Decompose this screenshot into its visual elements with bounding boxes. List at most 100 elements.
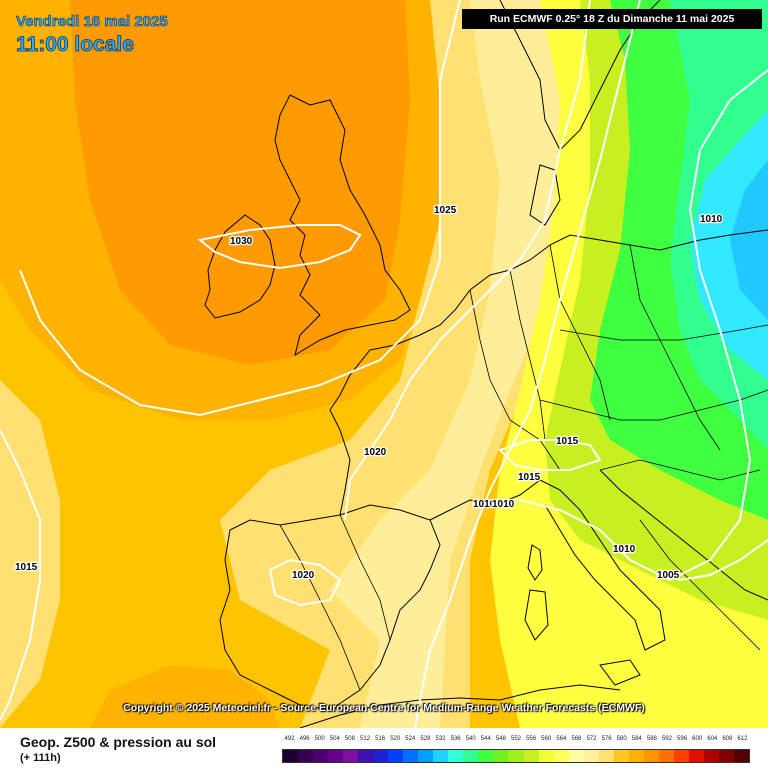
legend-swatch <box>628 750 644 762</box>
coast-north-africa <box>299 684 621 728</box>
legend-label: 612 <box>737 736 748 742</box>
legend-swatch <box>403 750 419 762</box>
coast-great-britain <box>274 94 411 357</box>
isobar-1030 <box>197 224 362 270</box>
isobar-label-adriatic: 1010 <box>613 544 636 555</box>
legend-label: 532 <box>435 736 446 742</box>
isobars <box>0 0 768 728</box>
isobar-1005 <box>659 539 768 582</box>
border-3 <box>549 244 611 421</box>
legend-label: 552 <box>510 736 522 742</box>
isobar-label-ireland: 1030 <box>230 236 253 247</box>
legend-label: 516 <box>375 736 386 742</box>
coastlines <box>204 0 768 728</box>
field-high-core <box>70 0 410 365</box>
border-6 <box>559 324 768 341</box>
legend-label: 536 <box>450 736 461 742</box>
legend-label: 544 <box>480 736 491 742</box>
legend-swatch <box>343 750 359 762</box>
legend-label: 524 <box>405 736 416 742</box>
forecast-date: Vendredi 16 mai 2025 <box>16 13 168 31</box>
color-legend: 492 496 500 504 508 512 516 520 524 528 532 536 540 5… <box>282 736 750 764</box>
isobar-1020-spain <box>268 558 342 607</box>
legend-label: 576 <box>601 736 612 742</box>
border-7 <box>599 459 761 481</box>
legend-swatch <box>538 750 554 762</box>
legend-label: 568 <box>571 736 582 742</box>
legend-swatch <box>298 750 314 762</box>
legend-label: 564 <box>556 736 567 742</box>
product-title: Geop. Z500 & pression au sol <box>20 734 217 750</box>
weather-map: 1030 1025 1010 1020 1015 1020 1015 1015 … <box>0 0 768 728</box>
coast-italy <box>539 479 666 651</box>
legend-swatch <box>643 750 659 762</box>
legend-swatch <box>568 750 584 762</box>
coast-scandinavia <box>499 0 661 151</box>
legend-label: 504 <box>329 736 340 742</box>
coast-sardinia <box>524 589 549 641</box>
legend-swatch <box>553 750 569 762</box>
legend-label: 512 <box>360 736 371 742</box>
legend-label: 608 <box>722 736 733 742</box>
copyright-notice: Copyright © 2025 Meteociel.fr - Source E… <box>123 702 645 714</box>
border-10 <box>639 519 761 651</box>
legend-swatch <box>733 750 749 762</box>
legend-swatch <box>418 750 434 762</box>
legend-label: 560 <box>541 736 552 742</box>
legend-label: 508 <box>344 736 355 742</box>
legend-swatch <box>433 750 449 762</box>
isobar-label-gulf-of-lion: 1010 <box>473 499 496 510</box>
isobar-1020 <box>344 0 591 521</box>
legend-color-bar <box>282 749 750 763</box>
border-1 <box>469 289 561 471</box>
isobar-label-biscay: 1020 <box>364 447 387 458</box>
isobar-label-gulf-of-lion-b: 1010 <box>492 499 515 510</box>
legend-label: 540 <box>465 736 476 742</box>
legend-label: 588 <box>646 736 657 742</box>
legend-swatch <box>583 750 599 762</box>
legend-label: 604 <box>707 736 718 742</box>
border-4 <box>629 244 721 451</box>
legend-swatch <box>448 750 464 762</box>
legend-swatch <box>358 750 374 762</box>
field-west-pale <box>0 380 60 728</box>
coast-sicily <box>599 659 641 686</box>
legend-label: 556 <box>526 736 537 742</box>
forecast-local-time: 11:00 locale <box>16 33 135 57</box>
legend-label: 520 <box>390 736 401 742</box>
legend-swatch <box>658 750 674 762</box>
legend-label: 580 <box>616 736 627 742</box>
legend-swatch <box>283 750 299 762</box>
isobar-label-alps: 1015 <box>556 436 579 447</box>
legend-swatch <box>478 750 494 762</box>
legend-swatch <box>493 750 509 762</box>
legend-label: 548 <box>495 736 506 742</box>
legend-swatch <box>373 750 389 762</box>
isobar-label-balkans: 1005 <box>657 570 680 581</box>
lead-time: (+ 111h) <box>20 752 61 764</box>
legend-label: 500 <box>314 736 325 742</box>
legend-swatch <box>673 750 689 762</box>
legend-label: 584 <box>631 736 642 742</box>
isobar-label-atlantic-west: 1015 <box>15 562 38 573</box>
legend-swatch <box>718 750 734 762</box>
border-2 <box>509 269 546 441</box>
isobar-label-spain: 1020 <box>292 570 315 581</box>
legend-label: 600 <box>692 736 703 742</box>
legend-label: 496 <box>299 736 310 742</box>
legend-label: 592 <box>661 736 672 742</box>
isobar-label-switzerland: 1015 <box>518 472 541 483</box>
isobar-1015-alps <box>498 439 602 471</box>
coast-continent-north <box>329 229 768 516</box>
border-8 <box>279 524 361 691</box>
field-blue <box>730 160 768 320</box>
legend-swatch <box>508 750 524 762</box>
isobar-1025 <box>19 0 461 417</box>
isobar-1015-west <box>0 429 41 721</box>
legend-swatch <box>523 750 539 762</box>
coast-ireland <box>204 214 276 319</box>
isobar-1015 <box>414 0 641 728</box>
legend-swatch <box>598 750 614 762</box>
legend-label: 528 <box>420 736 431 742</box>
legend-swatch <box>463 750 479 762</box>
